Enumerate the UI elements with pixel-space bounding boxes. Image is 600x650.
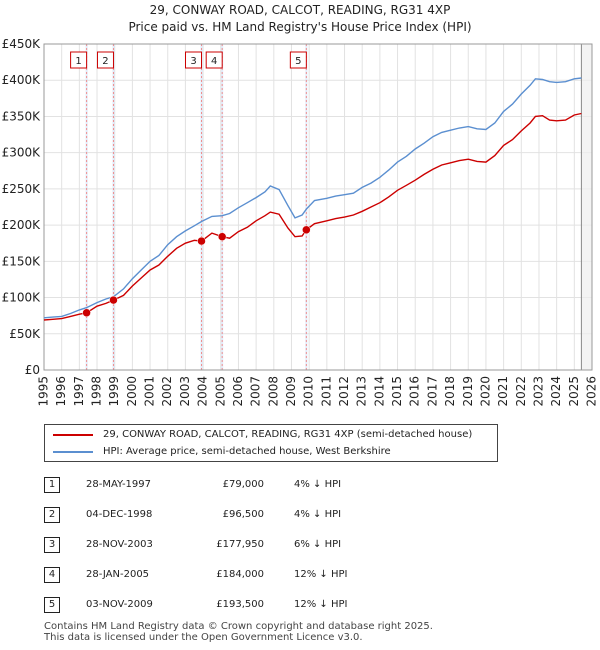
y-tick-label: £200K [2, 218, 42, 232]
y-tick-label: £450K [2, 37, 42, 51]
x-tick-label: 2020 [478, 376, 492, 407]
x-tick-label: 2000 [125, 376, 139, 407]
sale-label-number: 4 [211, 56, 217, 67]
x-tick-label: 2009 [284, 376, 298, 407]
x-tick-label: 2018 [443, 376, 457, 407]
footer-attribution: Contains HM Land Registry data © Crown c… [44, 621, 433, 643]
legend-property-label: 29, CONWAY ROAD, CALCOT, READING, RG31 4… [103, 429, 473, 440]
property-series-line [43, 112, 582, 321]
x-tick-label: 2002 [160, 376, 174, 407]
sale-hpi-diff: 4% ↓ HPI [294, 509, 342, 520]
sale-band [112, 44, 115, 370]
plot-frame [43, 43, 593, 371]
x-tick-label: 2011 [319, 376, 333, 407]
sale-number: 5 [44, 597, 60, 613]
x-tick-label: 2005 [213, 376, 227, 407]
x-tick-label: 2008 [266, 376, 280, 407]
sale-band [305, 44, 308, 370]
x-tick-label: 2022 [514, 376, 528, 407]
sale-price: £193,500 [216, 599, 264, 610]
footer-line-2: This data is licensed under the Open Gov… [44, 632, 363, 643]
sale-band [85, 44, 88, 370]
sale-hpi-diff: 12% ↓ HPI [294, 569, 348, 580]
sale-date: 28-MAY-1997 [86, 479, 152, 490]
x-tick-label: 2014 [372, 376, 386, 407]
sale-hpi-diff: 6% ↓ HPI [294, 539, 342, 550]
legend-hpi-line [53, 451, 93, 453]
x-tick-label: 2016 [408, 376, 422, 407]
plot-area [44, 44, 592, 370]
sale-band [200, 44, 203, 370]
legend-property-line [53, 434, 93, 436]
sale-number: 2 [44, 507, 60, 523]
sale-point [302, 225, 311, 235]
y-tick-label: £0 [25, 363, 40, 377]
x-tick-label: 2024 [549, 376, 563, 407]
x-tick-label: 2004 [196, 376, 210, 407]
x-tick-label: 1995 [37, 376, 51, 407]
y-tick-label: £50K [9, 327, 41, 341]
hpi-series-line [43, 77, 582, 319]
sale-label-box [205, 51, 223, 69]
x-tick-label: 1998 [90, 376, 104, 407]
sale-label-box [96, 51, 114, 69]
sale-price: £184,000 [216, 569, 264, 580]
x-tick-label: 2023 [531, 376, 545, 407]
sale-label-number: 3 [190, 56, 196, 67]
x-tick-label: 2013 [355, 376, 369, 407]
x-tick-label: 1997 [72, 376, 86, 407]
sale-point [109, 295, 118, 305]
sale-label-box [70, 51, 88, 69]
sale-number: 3 [44, 537, 60, 553]
chart-title: 29, CONWAY ROAD, CALCOT, READING, RG31 4… [150, 3, 451, 17]
x-tick-label: 2006 [231, 376, 245, 407]
sale-point [82, 308, 91, 318]
sale-date: 28-JAN-2005 [86, 569, 150, 580]
sale-label-box [289, 51, 307, 69]
sale-price: £79,000 [222, 479, 264, 490]
x-tick-label: 1996 [54, 376, 68, 407]
y-tick-label: £150K [2, 254, 42, 268]
y-tick-label: £250K [2, 182, 42, 196]
sale-number: 4 [44, 567, 60, 583]
sale-point [217, 232, 227, 241]
x-tick-label: 2017 [425, 376, 439, 407]
sale-number: 1 [44, 477, 60, 493]
x-tick-label: 2025 [567, 376, 581, 407]
x-tick-label: 2012 [337, 376, 351, 407]
projection-region [581, 44, 592, 370]
sale-date: 03-NOV-2009 [86, 599, 153, 610]
sale-point [197, 236, 206, 246]
chart-legend: 29, CONWAY ROAD, CALCOT, READING, RG31 4… [44, 424, 498, 462]
x-tick-label: 2026 [585, 376, 599, 407]
y-tick-label: £400K [2, 73, 42, 87]
x-tick-label: 2001 [143, 376, 157, 407]
legend-hpi-label: HPI: Average price, semi-detached house,… [103, 446, 391, 457]
x-tick-label: 2010 [302, 376, 316, 407]
sale-price: £177,950 [216, 539, 264, 550]
sale-label-number: 1 [75, 56, 81, 67]
y-tick-label: £350K [2, 109, 42, 123]
sale-date: 04-DEC-1998 [86, 509, 153, 520]
sale-hpi-diff: 4% ↓ HPI [294, 479, 342, 490]
x-tick-label: 2021 [496, 376, 510, 407]
sale-label-number: 2 [102, 56, 108, 67]
y-tick-label: £300K [2, 146, 42, 160]
chart-subtitle: Price paid vs. HM Land Registry's House … [128, 20, 471, 34]
x-tick-label: 2019 [461, 376, 475, 407]
x-tick-label: 2015 [390, 376, 404, 407]
x-tick-label: 2003 [178, 376, 192, 407]
x-tick-label: 1999 [107, 376, 121, 407]
sale-hpi-diff: 12% ↓ HPI [294, 599, 348, 610]
y-tick-label: £100K [2, 291, 42, 305]
footer-line-1: Contains HM Land Registry data © Crown c… [44, 621, 433, 632]
x-tick-label: 2007 [249, 376, 263, 407]
sale-price: £96,500 [222, 509, 264, 520]
sale-label-box [185, 51, 203, 69]
price-chart: 29, CONWAY ROAD, CALCOT, READING, RG31 4… [2, 3, 599, 407]
sale-label-number: 5 [295, 56, 301, 67]
sale-band [221, 44, 224, 370]
sale-date: 28-NOV-2003 [86, 539, 153, 550]
